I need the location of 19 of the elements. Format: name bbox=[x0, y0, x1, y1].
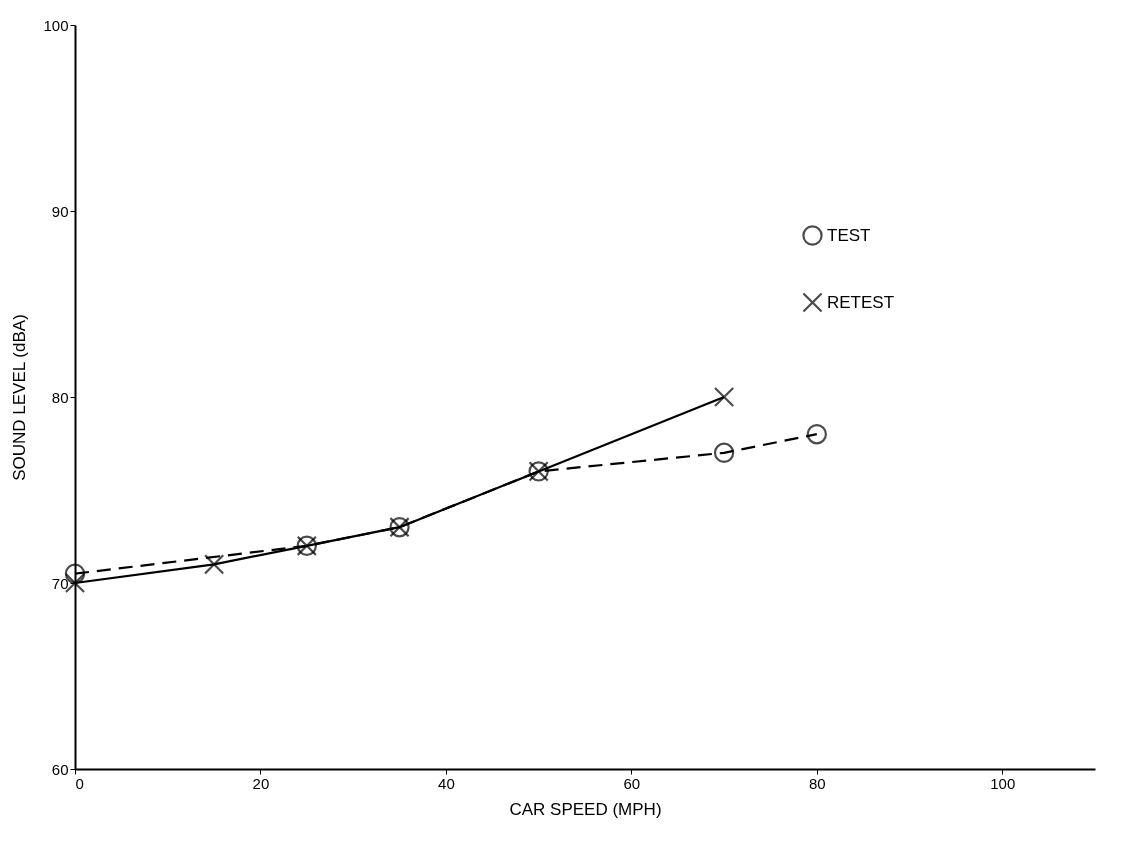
x-tick-label: 100 bbox=[990, 774, 1016, 792]
point bbox=[203, 554, 225, 575]
point bbox=[713, 442, 735, 463]
y-tick-label: 60 bbox=[51, 760, 69, 778]
legend-label: RETEST bbox=[827, 292, 895, 312]
y-tick-label: 80 bbox=[51, 388, 69, 406]
x-tick-label: 20 bbox=[252, 774, 270, 792]
point bbox=[713, 386, 735, 408]
point bbox=[806, 424, 827, 445]
legend-label: TEST bbox=[827, 225, 871, 245]
x-tick-label: 0 bbox=[75, 774, 84, 792]
x-axis-title: CAR SPEED (MPH) bbox=[509, 799, 662, 819]
x-tick-label: 60 bbox=[623, 774, 641, 792]
x-tick-label: 40 bbox=[438, 774, 455, 792]
x-tick-label: 80 bbox=[808, 774, 826, 792]
y-axis-title: SOUND LEVEL (dBA) bbox=[10, 314, 30, 481]
y-tick-label: 70 bbox=[51, 574, 69, 592]
y-tick-label: 100 bbox=[43, 16, 69, 34]
y-tick-label: 90 bbox=[51, 202, 69, 220]
